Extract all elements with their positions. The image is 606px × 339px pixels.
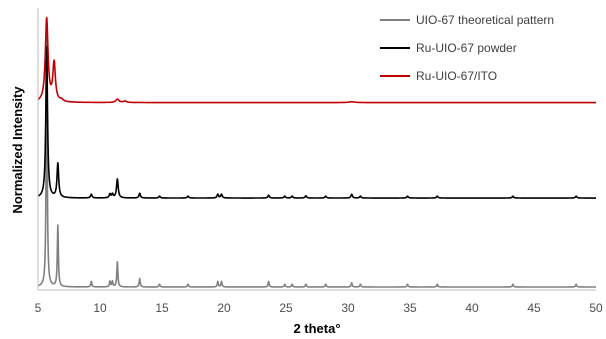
legend-label-theoretical: UIO-67 theoretical pattern [416,13,554,27]
x-tick-label-40: 40 [465,301,479,315]
x-axis-title: 2 theta° [293,321,340,336]
x-tick-label-5: 5 [35,301,42,315]
series-layer [37,16,597,288]
x-tick-label-30: 30 [341,301,355,315]
series-line-powder [37,45,597,199]
series-line-theoretical [37,35,597,288]
x-tick-label-25: 25 [279,301,293,315]
legend-label-ito: Ru-UIO-67/ITO [416,69,497,83]
x-tick-label-50: 50 [589,301,603,315]
x-tick-label-15: 15 [155,301,169,315]
legend: UIO-67 theoretical pattern Ru-UIO-67 pow… [380,13,554,83]
y-axis-title: Normalized Intensity [10,86,25,214]
x-tick-label-20: 20 [217,301,231,315]
legend-label-powder: Ru-UIO-67 powder [416,41,517,55]
x-tick-label-45: 45 [527,301,541,315]
x-tick-label-10: 10 [93,301,107,315]
x-tick-label-35: 35 [403,301,417,315]
x-tick-labels: 5 10 15 20 25 30 35 40 45 50 [35,301,603,315]
series-line-ito [37,16,597,104]
